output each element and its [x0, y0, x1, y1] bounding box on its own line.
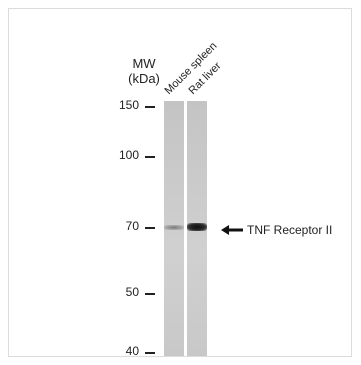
mw-marker-tick: [145, 106, 155, 108]
mw-marker-label: 50: [125, 285, 139, 299]
mw-marker-tick: [145, 293, 155, 295]
lane-rat-liver: [187, 101, 207, 356]
mw-marker-tick: [145, 352, 155, 354]
mw-header-line2: (kDa): [128, 71, 160, 86]
band-annotation-label: TNF Receptor II: [247, 223, 333, 237]
lane-mouse-spleen: [164, 101, 184, 356]
arrow-left-icon: [221, 225, 243, 235]
band-mouse-spleen: [164, 225, 184, 230]
mw-marker-tick: [145, 156, 155, 158]
band-annotation: TNF Receptor II: [221, 223, 332, 237]
mw-marker-label: 40: [125, 344, 139, 357]
mw-marker-label: 150: [118, 98, 139, 112]
mw-header: MW (kDa): [121, 56, 167, 86]
mw-marker-label: 70: [125, 219, 139, 233]
mw-marker-tick: [145, 227, 155, 229]
mw-marker-label: 100: [118, 148, 139, 162]
western-blot-figure: MW (kDa) Mouse spleen Rat liver 150 100 …: [8, 8, 352, 357]
mw-header-line1: MW: [132, 56, 156, 71]
band-rat-liver: [187, 223, 207, 231]
